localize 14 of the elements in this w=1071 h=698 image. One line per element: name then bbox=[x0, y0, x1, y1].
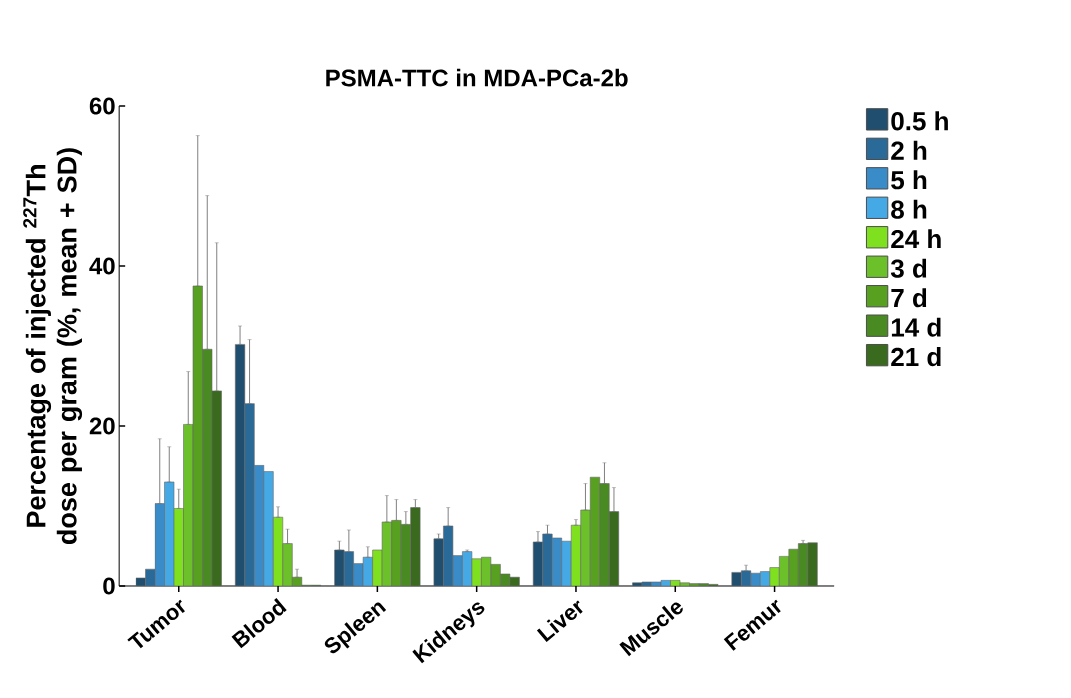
legend-label: 2 h bbox=[891, 140, 927, 160]
legend-label: 3 d bbox=[890, 258, 927, 278]
legend-label: 21 d bbox=[891, 347, 941, 367]
legend-label: 14 d bbox=[891, 317, 941, 337]
y-tick-label: 40 bbox=[89, 257, 115, 275]
y-tick-label: 20 bbox=[89, 417, 115, 435]
legend-label: 0.5 h bbox=[891, 111, 948, 131]
legend-label: 8 h bbox=[891, 199, 927, 219]
chart-title: PSMA-TTC in MDA-PCa-2b bbox=[326, 68, 628, 87]
y-tick-label: 0 bbox=[103, 577, 115, 595]
legend-label: 7 d bbox=[891, 288, 927, 308]
legend-label: 24 h bbox=[891, 229, 941, 249]
y-tick-label: 60 bbox=[89, 97, 115, 115]
legend-label: 5 h bbox=[891, 170, 927, 190]
